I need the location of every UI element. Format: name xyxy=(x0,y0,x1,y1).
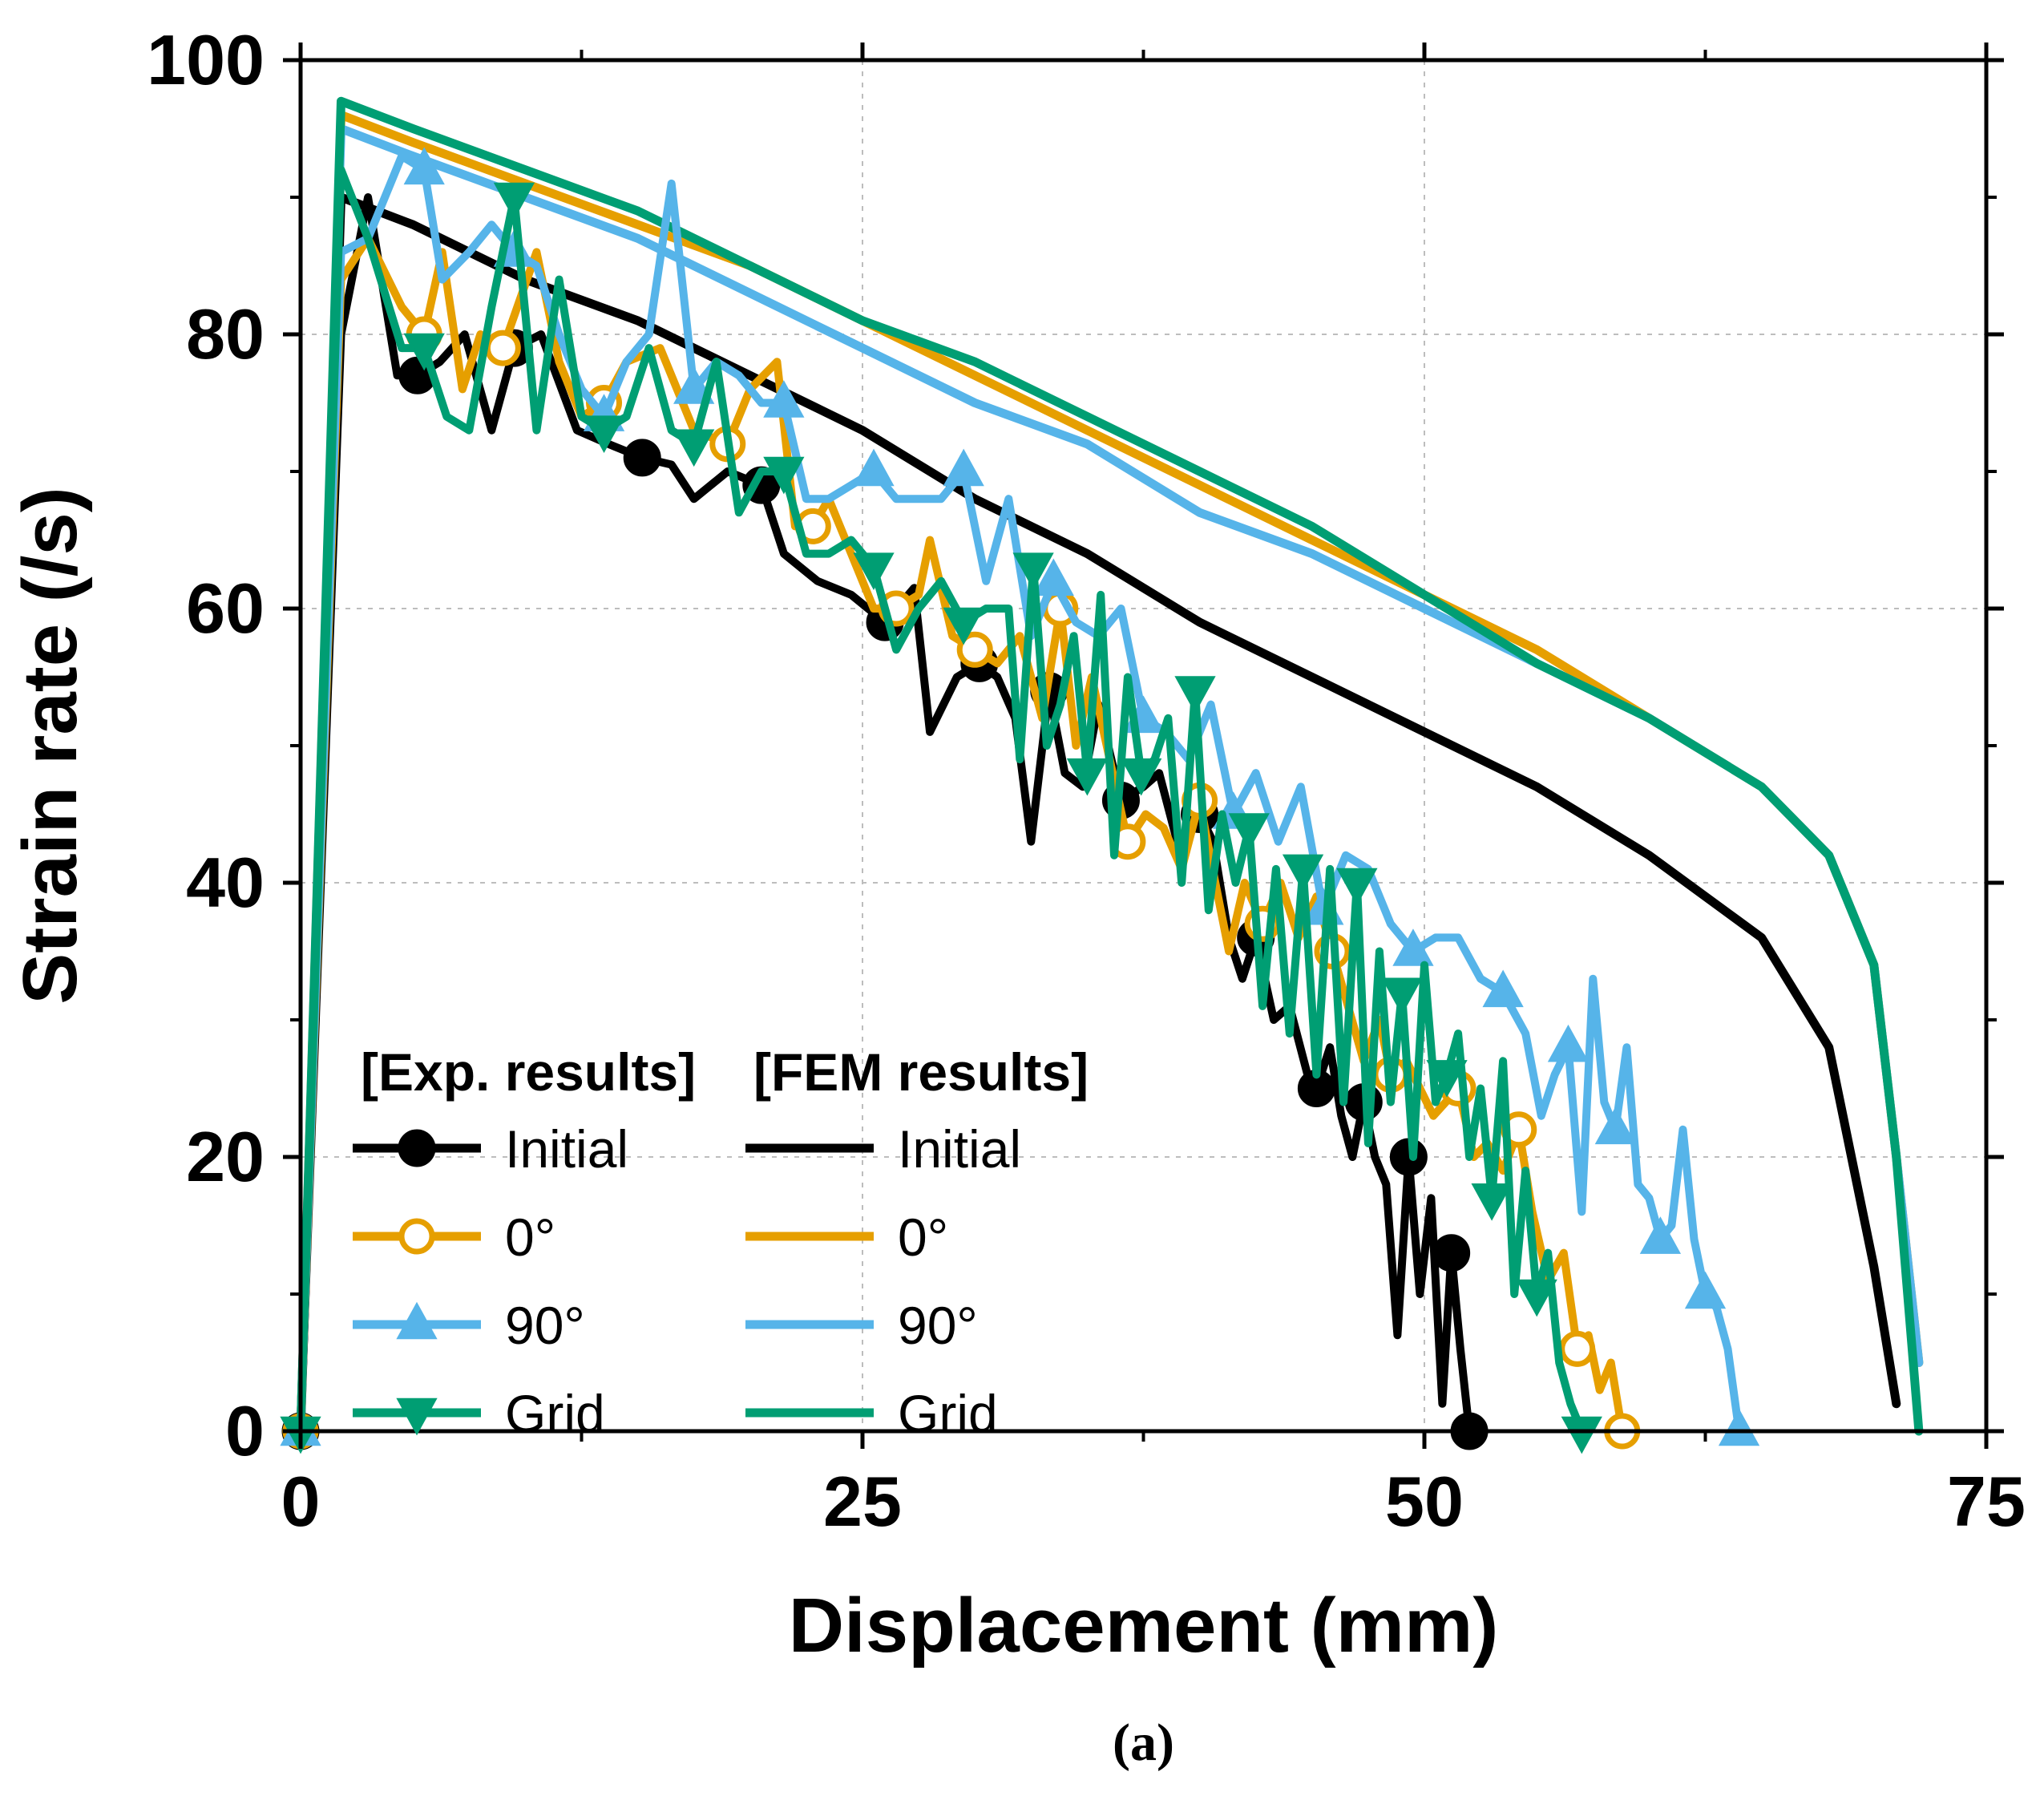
legend-entry: Grid xyxy=(353,1384,605,1443)
gridlines xyxy=(301,60,1986,1431)
data-point xyxy=(493,182,535,220)
legend-entry: Grid xyxy=(745,1384,998,1443)
data-point xyxy=(1174,676,1216,714)
y-tick-label: 20 xyxy=(186,1117,265,1196)
data-point xyxy=(1121,758,1162,796)
y-tick-label: 60 xyxy=(186,568,265,648)
x-axis-title: Displacement (mm) xyxy=(789,1583,1499,1668)
data-point xyxy=(1547,1024,1590,1062)
data-point xyxy=(398,1129,436,1167)
legend-label: Initial xyxy=(505,1119,628,1179)
y-tick-label: 0 xyxy=(225,1391,265,1470)
series-fem-initial xyxy=(296,192,1901,1436)
data-point xyxy=(1639,1216,1682,1254)
legend-label: Grid xyxy=(898,1384,998,1443)
data-point xyxy=(943,607,984,645)
data-point xyxy=(398,1218,435,1255)
y-tick-label: 100 xyxy=(147,20,265,99)
legend-group-exp: [Exp. results] Initial 0° 90° Grid xyxy=(353,1042,696,1443)
legend-entry: 90° xyxy=(745,1296,978,1355)
legend-entry: 0° xyxy=(353,1207,555,1267)
y-axis-title: Strain rate (/s) xyxy=(7,487,93,1005)
data-point xyxy=(1426,1060,1468,1098)
series-line xyxy=(296,192,1901,1436)
data-point xyxy=(623,439,661,477)
data-point xyxy=(403,333,445,371)
legend-entry: Initial xyxy=(745,1119,1021,1179)
data-point xyxy=(673,366,715,404)
x-tick-label: 0 xyxy=(281,1462,321,1541)
data-point xyxy=(1471,1183,1513,1221)
data-point xyxy=(403,147,445,185)
data-point xyxy=(1066,758,1109,796)
data-point xyxy=(943,448,984,487)
data-point xyxy=(956,631,993,668)
data-point xyxy=(763,380,805,418)
data-point xyxy=(1516,1279,1557,1317)
legend-label: Initial xyxy=(898,1119,1021,1179)
legend-label: 90° xyxy=(898,1296,978,1355)
series-line xyxy=(296,96,1924,1436)
series-layer xyxy=(280,96,1924,1454)
data-point xyxy=(1228,813,1270,851)
data-point xyxy=(853,448,895,487)
y-tick-label: 80 xyxy=(186,294,265,374)
data-point xyxy=(1594,1106,1636,1145)
figure-caption: (a) xyxy=(1113,1713,1174,1772)
data-point xyxy=(1559,1330,1596,1367)
legend-group-title: [FEM results] xyxy=(753,1042,1089,1102)
data-point xyxy=(1381,977,1423,1016)
data-point xyxy=(1482,969,1524,1008)
data-point xyxy=(1012,552,1054,591)
data-point xyxy=(1684,1271,1727,1309)
data-point xyxy=(1282,854,1324,892)
legend-group-fem: [FEM results] Initial 0° 90° Grid xyxy=(745,1042,1089,1443)
y-tick-label: 40 xyxy=(186,843,265,922)
data-point xyxy=(1432,1234,1471,1272)
data-point xyxy=(1392,928,1434,966)
data-point xyxy=(396,1301,438,1340)
series-fem-grid xyxy=(296,96,1924,1436)
x-tick-label: 25 xyxy=(823,1462,902,1541)
data-point xyxy=(1718,1408,1760,1446)
axes: 0 25 50 75 0 20 40 60 80 100 xyxy=(147,20,2026,1541)
legend-entry: 0° xyxy=(745,1207,948,1267)
data-point xyxy=(1032,558,1074,597)
legend-entry: 90° xyxy=(353,1296,585,1355)
legend-label: 90° xyxy=(505,1296,585,1355)
legend-group-title: [Exp. results] xyxy=(361,1042,696,1102)
legend-label: Grid xyxy=(505,1384,605,1443)
data-point xyxy=(763,456,805,495)
legend-label: 0° xyxy=(505,1207,555,1267)
data-point xyxy=(673,429,715,467)
series-exp-grid xyxy=(280,165,1602,1454)
legend-label: 0° xyxy=(898,1207,948,1267)
legend-entry: Initial xyxy=(353,1119,628,1179)
x-tick-label: 50 xyxy=(1385,1462,1464,1541)
data-point xyxy=(853,552,895,591)
data-point xyxy=(1561,1416,1602,1454)
data-point xyxy=(396,1397,438,1436)
data-point xyxy=(583,415,625,454)
data-point xyxy=(484,330,521,366)
x-tick-label: 75 xyxy=(1947,1462,2026,1541)
data-point xyxy=(1336,868,1378,906)
